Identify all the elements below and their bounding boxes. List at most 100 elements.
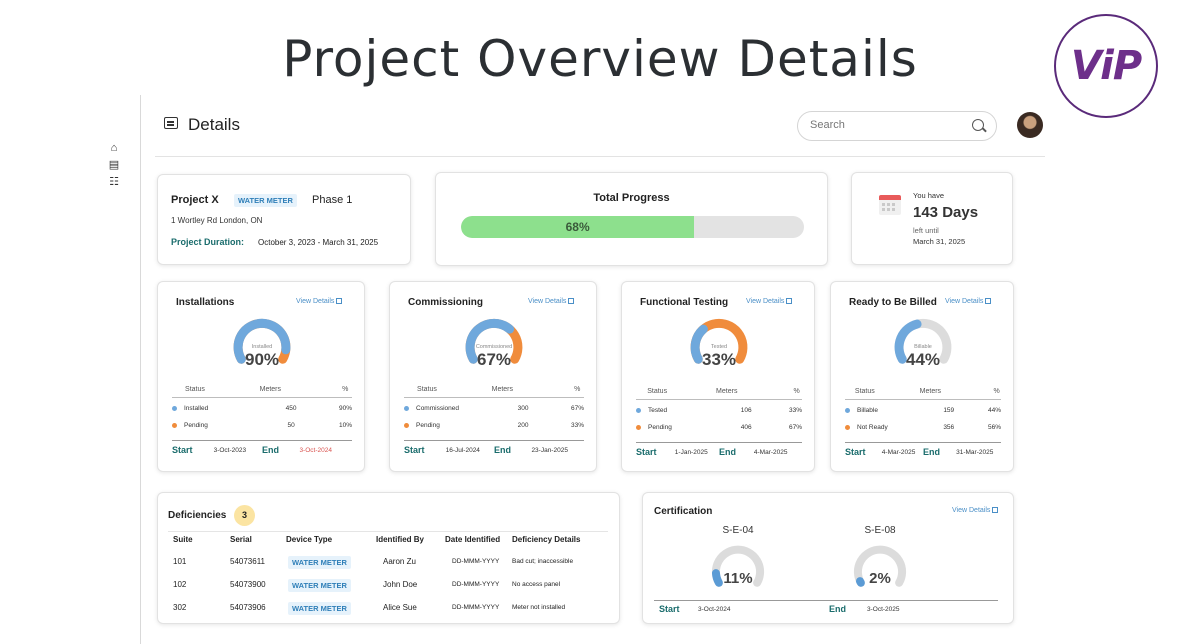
divider xyxy=(636,399,802,400)
card-title: Installations xyxy=(176,297,235,308)
divider xyxy=(172,440,352,441)
card-title: Commissioning xyxy=(408,297,484,308)
external-link-icon xyxy=(985,298,992,304)
details-icon[interactable]: ▤ xyxy=(108,159,120,171)
status-dot xyxy=(845,425,850,430)
gauge: Tested 33% xyxy=(676,315,762,369)
view-details-label: View Details xyxy=(945,298,984,305)
hierarchy-icon[interactable]: ☷ xyxy=(109,176,119,188)
meters-value: 159 xyxy=(943,407,955,414)
logo-text: ViP xyxy=(1070,43,1142,89)
meters-value: 450 xyxy=(285,405,297,412)
table-header: Status xyxy=(417,386,437,393)
table-header: Status xyxy=(647,388,668,395)
gauge-label: Tested xyxy=(710,344,728,350)
progress-bar: 68% xyxy=(461,216,804,238)
percent-value: 33% xyxy=(788,407,802,414)
divider xyxy=(404,397,584,398)
gauge-chart xyxy=(465,318,523,364)
table-header: % xyxy=(574,386,581,393)
vip-logo: ViP xyxy=(1054,14,1158,118)
percent-value: 90% xyxy=(338,405,352,412)
divider xyxy=(168,531,608,532)
search-box[interactable] xyxy=(797,111,997,141)
table-header: % xyxy=(793,388,800,395)
percent-value: 44% xyxy=(987,407,1001,414)
gauge-value-arc xyxy=(690,324,708,364)
gauge-percent: 44% xyxy=(905,350,941,369)
divider xyxy=(172,397,352,398)
external-link-icon xyxy=(992,507,999,513)
details-cell: Bad cut; inaccessible xyxy=(512,558,574,565)
gauge-label: Commissioned xyxy=(475,344,513,350)
table-header: % xyxy=(342,386,349,393)
progress-bar-fill: 68% xyxy=(461,216,695,238)
column-header: Suite xyxy=(173,535,193,544)
gauge-remaining-arc xyxy=(853,545,907,587)
start-date: 3-Oct-2023 xyxy=(213,447,247,454)
sidebar: ⌂ ▤ ☷ xyxy=(107,142,121,189)
certification-title: Certification xyxy=(654,506,713,517)
project-card: Project X WATER METER Phase 1 1 Wortley … xyxy=(157,174,411,265)
gauge: Billable 44% xyxy=(880,315,966,369)
table-header: Meters xyxy=(259,386,282,393)
view-details-link[interactable]: View Details xyxy=(296,298,343,305)
gauge: Commissioned 67% xyxy=(451,315,537,369)
serial-cell: 54073900 xyxy=(230,580,266,589)
device-type-tag: WATER METER xyxy=(288,579,351,592)
meters-value: 200 xyxy=(517,422,529,429)
status-name: Billable xyxy=(857,407,878,414)
search-icon[interactable] xyxy=(972,119,984,131)
details-cell: Meter not installed xyxy=(512,604,566,611)
meters-value: 406 xyxy=(740,424,752,431)
meters-value: 300 xyxy=(517,405,529,412)
column-header: Identified By xyxy=(376,535,425,544)
total-progress-card: Total Progress 68% xyxy=(435,172,828,266)
divider xyxy=(654,600,998,601)
search-input[interactable] xyxy=(810,119,960,131)
ready-to-be-billed-card: Ready to Be Billed View Details Billable 44… xyxy=(830,281,1014,472)
start-label: Start xyxy=(845,447,866,457)
suite-cell: 102 xyxy=(173,580,187,589)
view-details-label: View Details xyxy=(528,298,567,305)
gauge-chart xyxy=(690,318,748,364)
status-name: Commissioned xyxy=(416,405,459,412)
building-icon[interactable]: ⌂ xyxy=(110,142,118,154)
end-date: 4-Mar-2025 xyxy=(753,449,788,456)
avatar[interactable] xyxy=(1017,112,1043,138)
date-cell: DD-MMM-YYYY xyxy=(452,581,500,588)
view-details-link[interactable]: View Details xyxy=(746,298,793,305)
end-label: End xyxy=(262,445,279,455)
card-title: Functional Testing xyxy=(640,297,729,308)
status-dot xyxy=(404,406,409,411)
certification-name: S-E-04 xyxy=(722,525,754,536)
status-dot xyxy=(172,406,177,411)
table-header: Meters xyxy=(919,388,942,395)
gauge-value-arc xyxy=(465,318,515,364)
end-date: 23-Jan-2025 xyxy=(531,447,568,454)
gauge: Installed 90% xyxy=(219,315,305,369)
identified-by-cell: Aaron Zu xyxy=(383,557,416,566)
end-label: End xyxy=(923,447,940,457)
gauge-value-arc xyxy=(856,577,865,587)
deficiencies-count-badge: 3 xyxy=(234,505,255,526)
status-dot xyxy=(845,408,850,413)
table-header: Status xyxy=(854,388,875,395)
identified-by-cell: Alice Sue xyxy=(383,603,417,612)
suite-cell: 302 xyxy=(173,603,187,612)
divider xyxy=(845,399,1001,400)
days-prefix: You have xyxy=(913,191,945,200)
percent-value: 67% xyxy=(788,424,802,431)
serial-cell: 54073611 xyxy=(230,557,265,566)
date-cell: DD-MMM-YYYY xyxy=(452,604,500,611)
percent-value: 56% xyxy=(987,424,1001,431)
duration-label: Project Duration: xyxy=(171,237,245,247)
deficiencies-card: Deficiencies 3 Suite Serial Device Type Ide… xyxy=(157,492,620,624)
device-type-tag: WATER METER xyxy=(288,602,351,615)
serial-cell: 54073906 xyxy=(230,603,266,612)
view-details-link[interactable]: View Details xyxy=(945,298,992,305)
certification-view-details-link[interactable]: View Details xyxy=(952,507,999,514)
view-details-link[interactable]: View Details xyxy=(528,298,575,305)
gauge-value-arc xyxy=(711,569,723,587)
end-label: End xyxy=(829,604,846,614)
